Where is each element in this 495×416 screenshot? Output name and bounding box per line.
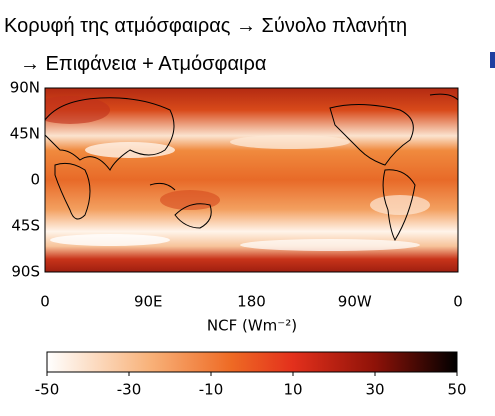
lon-label: 90E [134,293,163,311]
map [45,88,458,272]
lat-label: 90S [11,263,40,281]
lat-label: 0 [30,171,40,189]
lat-label: 45N [10,125,40,143]
lon-label: 0 [40,293,50,311]
lat-label: 45S [11,217,40,235]
colorbar-tick-label: -50 [35,381,60,399]
lon-label: 0 [453,293,463,311]
lon-label: 180 [237,293,266,311]
colorbar-tick-label: 30 [365,381,384,399]
title-line: → Επιφάνεια + Ατμόσφαιρα [20,53,266,75]
lon-label: 90W [338,293,372,311]
colorbar-tick-label: -30 [117,381,142,399]
axis-label: NCF (Wm⁻²) [207,317,297,335]
map-frame [44,87,459,273]
lat-label: 90N [10,79,40,97]
colorbar-tick-label: 10 [283,381,302,399]
colorbar-tick-label: 50 [447,381,466,399]
colorbar [46,351,458,373]
clipped-mark [490,52,495,68]
title-line: Κορυφή της ατμόσφαιρας → Σύνολο πλανήτη [4,15,407,37]
colorbar-tick-label: -10 [199,381,224,399]
